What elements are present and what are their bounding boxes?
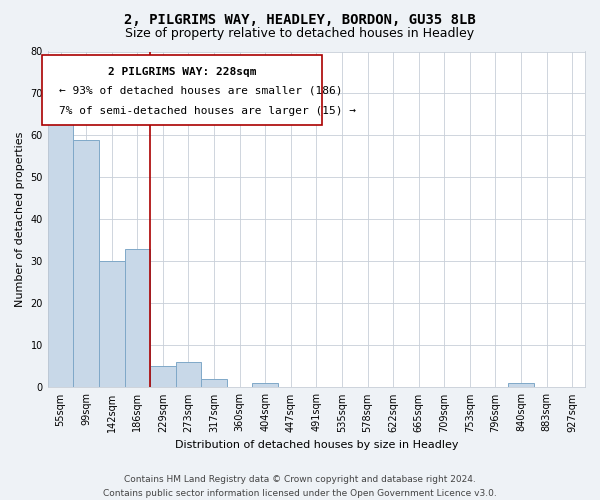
Bar bbox=[201, 379, 227, 388]
Text: Size of property relative to detached houses in Headley: Size of property relative to detached ho… bbox=[125, 28, 475, 40]
Text: 2, PILGRIMS WAY, HEADLEY, BORDON, GU35 8LB: 2, PILGRIMS WAY, HEADLEY, BORDON, GU35 8… bbox=[124, 12, 476, 26]
Text: 2 PILGRIMS WAY: 228sqm: 2 PILGRIMS WAY: 228sqm bbox=[108, 66, 256, 76]
Bar bbox=[176, 362, 201, 388]
Text: 7% of semi-detached houses are larger (15) →: 7% of semi-detached houses are larger (1… bbox=[59, 106, 356, 116]
Bar bbox=[73, 140, 99, 388]
Bar bbox=[125, 249, 150, 388]
Bar bbox=[253, 383, 278, 388]
Text: Contains HM Land Registry data © Crown copyright and database right 2024.
Contai: Contains HM Land Registry data © Crown c… bbox=[103, 476, 497, 498]
Bar bbox=[508, 383, 534, 388]
Text: ← 93% of detached houses are smaller (186): ← 93% of detached houses are smaller (18… bbox=[59, 86, 342, 96]
Bar bbox=[150, 366, 176, 388]
Bar bbox=[48, 114, 73, 388]
FancyBboxPatch shape bbox=[43, 55, 322, 126]
X-axis label: Distribution of detached houses by size in Headley: Distribution of detached houses by size … bbox=[175, 440, 458, 450]
Bar bbox=[99, 262, 125, 388]
Y-axis label: Number of detached properties: Number of detached properties bbox=[15, 132, 25, 307]
